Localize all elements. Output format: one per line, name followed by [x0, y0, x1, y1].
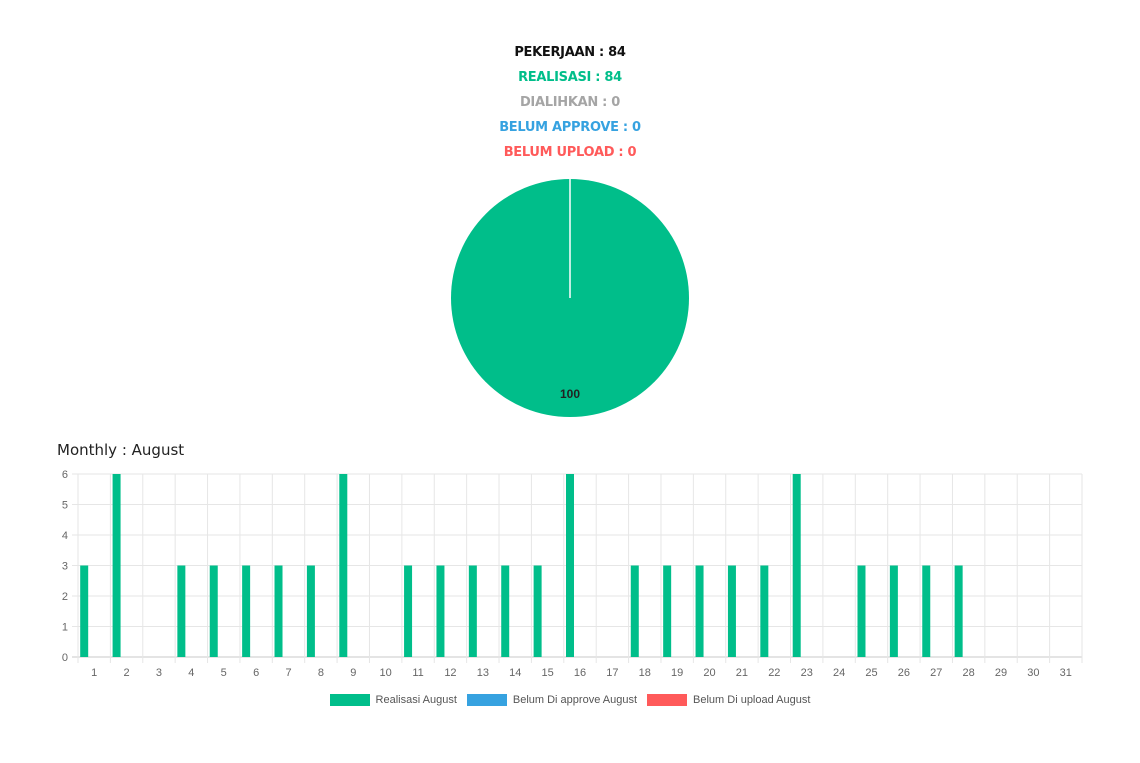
summary-stats: PEKERJAAN : 84 REALISASI : 84 DIALIHKAN … — [0, 40, 1140, 165]
x-tick-label: 27 — [930, 667, 942, 679]
y-tick-label: 3 — [62, 561, 68, 573]
x-tick-label: 31 — [1060, 667, 1072, 679]
x-tick-label: 1 — [91, 667, 97, 679]
bar[interactable] — [177, 565, 186, 658]
stat-belum-approve: BELUM APPROVE : 0 — [499, 120, 641, 135]
x-tick-label: 14 — [509, 667, 521, 679]
bar[interactable] — [695, 565, 704, 658]
x-tick-label: 9 — [350, 667, 356, 679]
bar[interactable] — [760, 565, 769, 658]
x-tick-label: 13 — [477, 667, 489, 679]
bar[interactable] — [306, 565, 315, 658]
x-tick-label: 4 — [188, 667, 194, 679]
bar[interactable] — [727, 565, 736, 658]
bar[interactable] — [339, 474, 348, 657]
x-tick-label: 24 — [833, 667, 845, 679]
bar[interactable] — [404, 565, 413, 658]
x-tick-label: 25 — [865, 667, 877, 679]
x-tick-label: 10 — [380, 667, 392, 679]
y-tick-label: 6 — [62, 469, 68, 481]
bar[interactable] — [436, 565, 445, 658]
x-tick-label: 7 — [285, 667, 291, 679]
x-tick-label: 18 — [639, 667, 651, 679]
y-tick-label: 0 — [62, 652, 68, 664]
x-tick-label: 12 — [444, 667, 456, 679]
bar-legend: Realisasi August Belum Di approve August… — [0, 694, 1140, 706]
x-tick-label: 28 — [963, 667, 975, 679]
stat-pekerjaan: PEKERJAAN : 84 — [514, 45, 626, 60]
legend-label: Belum Di approve August — [512, 694, 638, 706]
y-tick-label: 5 — [62, 500, 68, 512]
stat-dialihkan: DIALIHKAN : 0 — [519, 95, 621, 110]
legend-item[interactable]: Belum Di upload August — [647, 694, 810, 706]
stat-belum-upload: BELUM UPLOAD : 0 — [503, 145, 637, 160]
bar[interactable] — [566, 474, 574, 657]
y-tick-label: 1 — [62, 622, 68, 634]
bar[interactable] — [663, 565, 672, 658]
x-tick-label: 29 — [995, 667, 1007, 679]
bar[interactable] — [922, 565, 931, 658]
x-tick-label: 11 — [412, 667, 423, 679]
legend-swatch — [647, 694, 688, 706]
x-tick-label: 21 — [736, 667, 748, 679]
x-tick-label: 16 — [574, 667, 586, 679]
bar[interactable] — [112, 474, 121, 657]
x-tick-label: 20 — [703, 667, 715, 679]
x-tick-label: 8 — [318, 667, 324, 679]
bar[interactable] — [533, 565, 542, 658]
x-tick-label: 6 — [253, 667, 259, 679]
bar[interactable] — [954, 565, 963, 658]
bar[interactable] — [857, 565, 866, 658]
x-tick-label: 26 — [898, 667, 910, 679]
monthly-title: Monthly : August — [57, 441, 185, 459]
bar[interactable] — [209, 565, 218, 658]
x-tick-label: 17 — [606, 667, 618, 679]
legend-swatch — [466, 694, 507, 706]
legend-item[interactable]: Belum Di approve August — [466, 694, 638, 706]
bar[interactable] — [792, 474, 801, 657]
bar[interactable] — [468, 565, 477, 658]
bar[interactable] — [80, 565, 89, 658]
x-tick-label: 15 — [541, 667, 553, 679]
bar[interactable] — [274, 565, 283, 658]
legend-item[interactable]: Realisasi August — [329, 694, 457, 706]
legend-label: Realisasi August — [375, 694, 457, 706]
legend-swatch — [329, 694, 370, 706]
x-tick-label: 22 — [768, 667, 780, 679]
stat-realisasi: REALISASI : 84 — [518, 70, 622, 85]
bar[interactable] — [501, 565, 510, 658]
bar[interactable] — [630, 565, 639, 658]
y-tick-label: 2 — [62, 591, 68, 603]
x-tick-label: 3 — [156, 667, 162, 679]
bar[interactable] — [889, 565, 898, 658]
pie-chart: 100 — [451, 179, 689, 417]
x-tick-label: 23 — [801, 667, 813, 679]
x-tick-label: 19 — [671, 667, 683, 679]
y-tick-label: 4 — [62, 530, 68, 542]
pie-data-label: 100 — [560, 387, 580, 401]
x-tick-label: 2 — [124, 667, 130, 679]
bar[interactable] — [242, 565, 251, 658]
x-tick-label: 5 — [221, 667, 227, 679]
legend-label: Belum Di upload August — [693, 694, 811, 706]
x-tick-label: 30 — [1027, 667, 1039, 679]
